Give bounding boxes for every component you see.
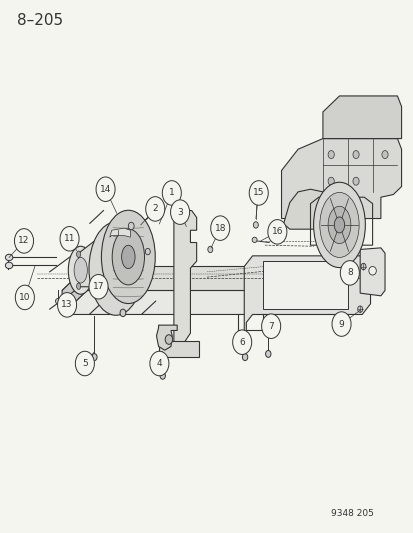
Ellipse shape [74,257,87,283]
Ellipse shape [334,217,344,233]
Ellipse shape [207,246,212,253]
Circle shape [57,293,76,317]
Circle shape [232,330,251,354]
Text: 15: 15 [252,189,264,197]
Polygon shape [322,96,401,139]
Ellipse shape [352,150,358,159]
Ellipse shape [68,246,93,294]
Ellipse shape [381,150,387,159]
Ellipse shape [55,298,60,304]
Text: 11: 11 [64,235,75,243]
Text: 3: 3 [177,208,183,216]
Ellipse shape [360,263,365,270]
Ellipse shape [101,211,155,304]
Polygon shape [244,256,370,341]
Polygon shape [156,325,177,350]
Circle shape [170,200,189,224]
Ellipse shape [327,206,350,244]
Ellipse shape [253,222,258,228]
Circle shape [14,229,33,253]
Text: 2: 2 [152,205,158,213]
Ellipse shape [327,177,334,185]
Polygon shape [281,139,401,219]
Ellipse shape [112,229,144,285]
Text: 9: 9 [338,320,344,328]
Ellipse shape [76,251,81,257]
Text: 1: 1 [169,189,174,197]
Text: 7: 7 [268,322,273,330]
Circle shape [96,177,115,201]
Text: 6: 6 [239,338,244,346]
Ellipse shape [92,354,97,360]
Polygon shape [78,237,112,287]
Circle shape [15,285,34,310]
Circle shape [249,181,268,205]
Ellipse shape [5,254,13,261]
Circle shape [339,261,358,285]
Text: 13: 13 [61,301,73,309]
Ellipse shape [252,237,256,243]
Text: 5: 5 [82,359,88,368]
Circle shape [267,220,286,244]
Circle shape [145,197,164,221]
Ellipse shape [120,309,126,317]
Ellipse shape [265,351,270,357]
Circle shape [150,351,169,376]
Ellipse shape [313,182,365,268]
Ellipse shape [145,248,150,255]
Text: 4: 4 [156,359,162,368]
Ellipse shape [121,245,135,269]
Polygon shape [62,290,363,314]
Text: 10: 10 [19,293,31,302]
Ellipse shape [352,177,358,185]
Text: 8–205: 8–205 [17,13,62,28]
Polygon shape [283,189,335,229]
Circle shape [60,227,79,251]
Polygon shape [62,266,363,290]
Ellipse shape [319,192,358,257]
Polygon shape [62,266,87,314]
Circle shape [261,314,280,338]
Polygon shape [359,248,384,296]
Ellipse shape [368,266,375,275]
Circle shape [331,312,350,336]
Text: 8: 8 [346,269,352,277]
Ellipse shape [357,306,362,312]
Text: 18: 18 [214,224,225,232]
Circle shape [89,274,108,299]
Text: 16: 16 [271,228,282,236]
Polygon shape [173,211,196,354]
Ellipse shape [327,150,334,159]
Ellipse shape [165,335,172,344]
Circle shape [162,181,181,205]
Polygon shape [262,261,347,309]
Text: 9348 205: 9348 205 [330,509,373,518]
Text: 14: 14 [100,185,111,193]
Text: 17: 17 [93,282,104,291]
Ellipse shape [160,373,165,379]
Polygon shape [159,341,198,357]
Text: 12: 12 [18,237,30,245]
Ellipse shape [76,283,81,289]
Polygon shape [109,228,130,237]
Ellipse shape [5,262,13,269]
Ellipse shape [89,222,142,315]
Ellipse shape [242,354,247,360]
Circle shape [75,351,94,376]
Ellipse shape [128,222,134,230]
Circle shape [210,216,229,240]
